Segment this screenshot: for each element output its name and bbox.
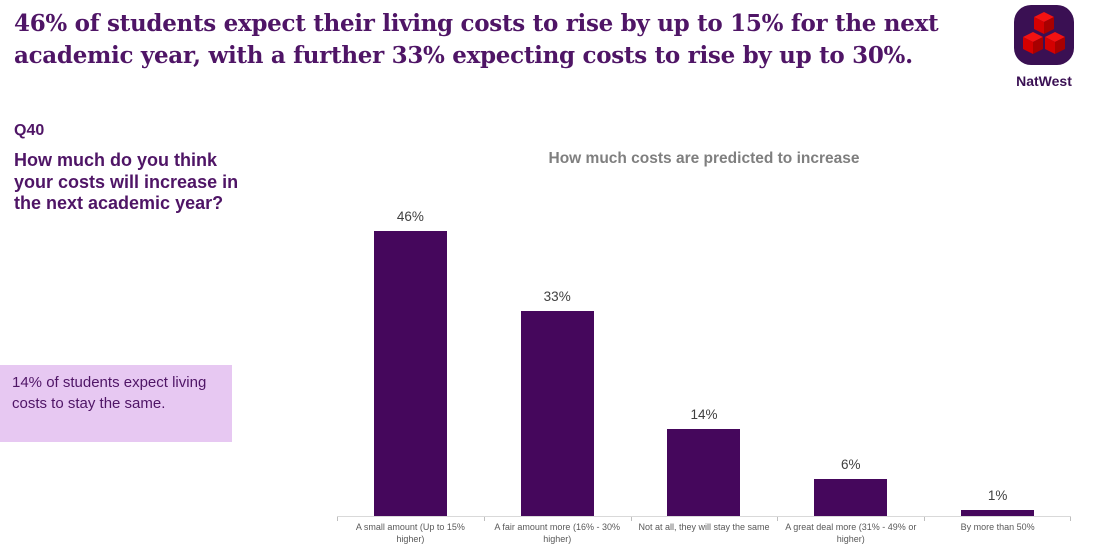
axis-tick	[337, 517, 338, 521]
x-axis-label: A great deal more (31% - 49% or higher)	[785, 522, 917, 544]
bar	[961, 509, 1035, 516]
x-axis-label: Not at all, they will stay the same	[638, 522, 770, 532]
headline: 46% of students expect their living cost…	[14, 8, 1014, 72]
axis-tick	[924, 517, 926, 521]
natwest-logo: NatWest	[1013, 4, 1075, 89]
axis-tick	[630, 517, 632, 521]
bar-column: 6%	[777, 457, 924, 516]
bar	[520, 311, 594, 516]
bars: 46% 33% 14% 6% 1%	[337, 200, 1071, 516]
bar-value-label: 33%	[543, 289, 571, 305]
bar-value-label: 46%	[396, 208, 424, 224]
natwest-logo-icon	[1014, 5, 1074, 65]
x-axis-label: A small amount (Up to 15% higher)	[355, 522, 465, 544]
natwest-logo-text: NatWest	[1016, 73, 1072, 89]
axis-tick	[777, 517, 779, 521]
axis-tick	[1070, 517, 1071, 521]
bar-column: 1%	[924, 488, 1071, 516]
headline-line-2: academic year, with a further 33% expect…	[14, 42, 913, 69]
bar	[667, 429, 741, 516]
bar	[373, 230, 447, 516]
callout-box: 14% of students expect living costs to s…	[0, 365, 232, 442]
bar-value-label: 6%	[841, 456, 861, 472]
chart-title: How much costs are predicted to increase	[548, 150, 860, 167]
bar-column: 33%	[484, 289, 631, 516]
plot-area: 46% 33% 14% 6% 1%	[337, 200, 1071, 521]
bar-column: 46%	[337, 209, 484, 516]
x-axis-label: By more than 50%	[960, 522, 1035, 532]
axis-tick	[483, 517, 485, 521]
question-text: How much do you think your costs will in…	[14, 150, 239, 213]
headline-line-1: 46% of students expect their living cost…	[14, 10, 939, 37]
bar-value-label: 14%	[690, 407, 718, 423]
bar-value-label: 1%	[987, 487, 1008, 503]
bar	[814, 478, 888, 516]
x-axis-labels: A small amount (Up to 15% higher) A fair …	[337, 522, 1071, 545]
bar-column: 14%	[631, 407, 778, 516]
x-axis-label: A fair amount more (16% - 30% higher)	[494, 522, 620, 544]
question-id: Q40	[14, 122, 45, 139]
callout-text: 14% of students expect living costs to s…	[12, 374, 207, 412]
question-block: Q40 How much do you think your costs wil…	[14, 122, 244, 215]
